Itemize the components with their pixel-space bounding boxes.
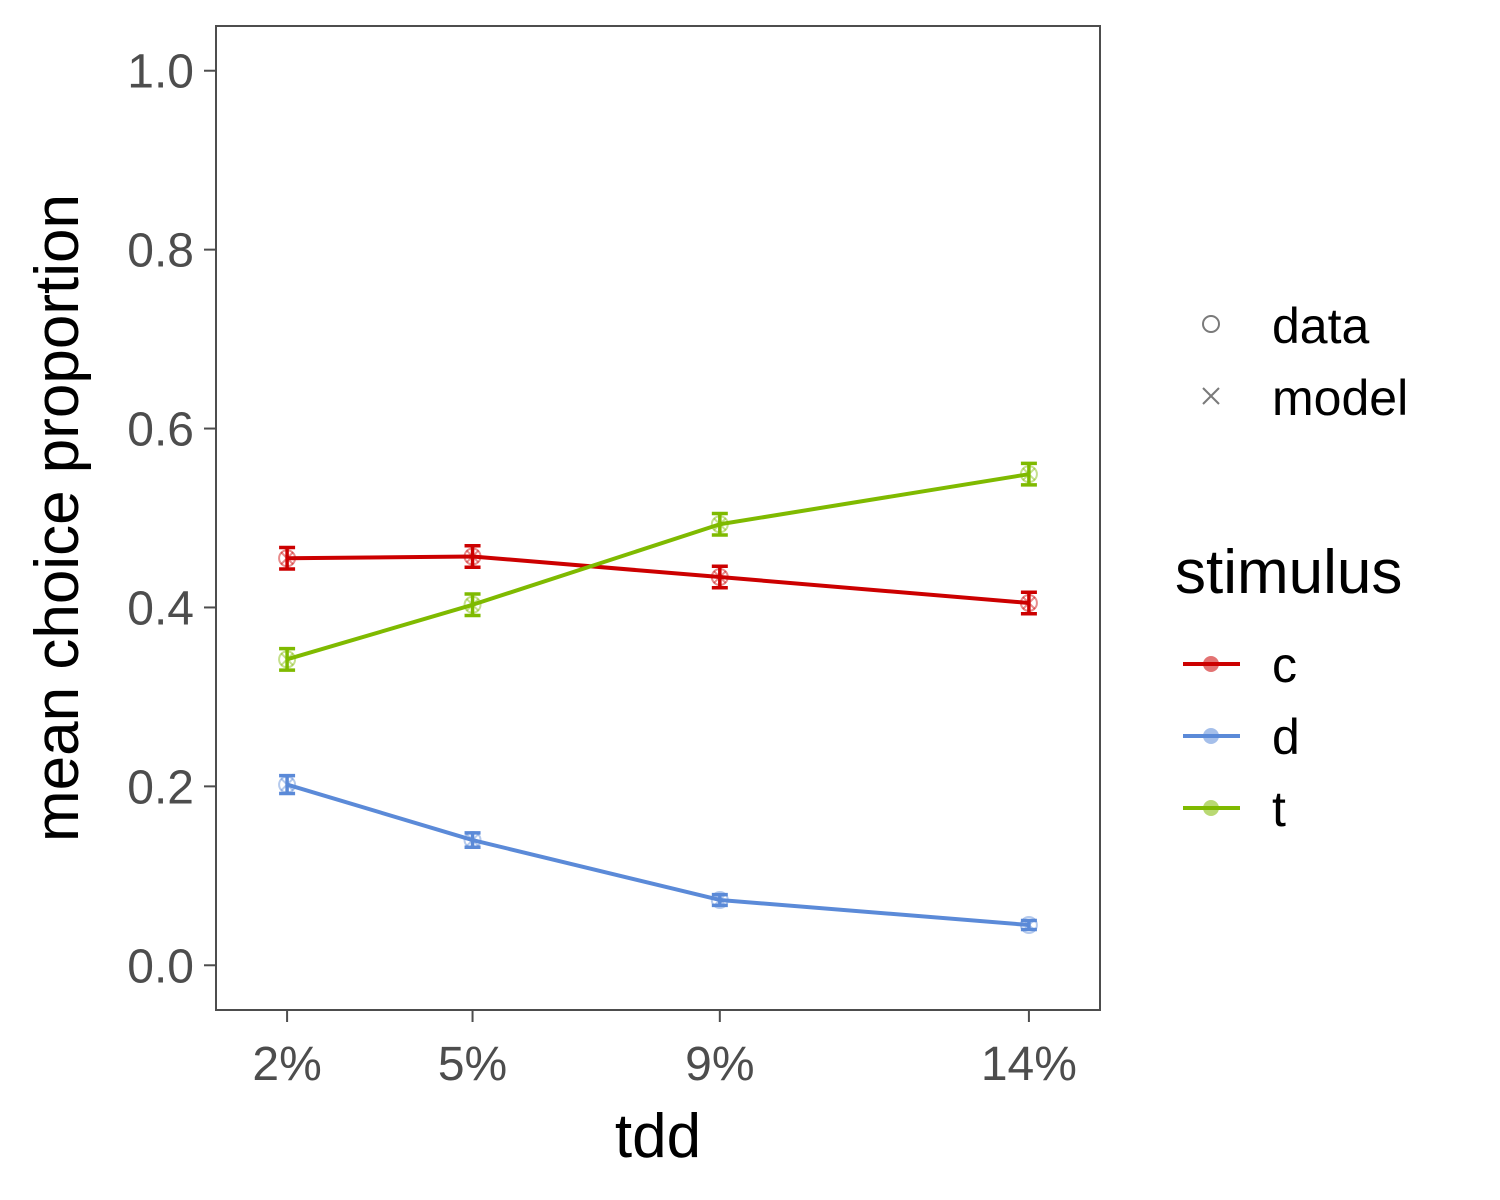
model-cross-b [465,833,480,847]
legend-label-c: c [1272,637,1297,693]
model-cross-a [280,551,294,565]
model-cross-a [1022,918,1036,932]
model-cross-a [1022,467,1036,481]
data-point-t [710,515,729,534]
model-point-c [1022,596,1036,610]
series-line-c [287,554,1030,605]
chart-marks [278,461,1038,935]
legend-item-d: d [1183,709,1300,765]
model-cross-b [280,777,294,792]
y-axis: 0.0 0.2 0.4 0.6 0.8 1.0 [127,46,216,993]
error-bar-t [711,511,728,537]
data-point-t [1019,465,1038,484]
error-bar-c [279,545,296,571]
model-cross-a [280,652,294,667]
error-bar-t [279,646,296,672]
model-point-c [713,570,727,584]
data-point-d [1019,916,1038,935]
error-bar-d [464,831,481,849]
x-axis-title: tdd [615,1102,701,1171]
model-cross-b [465,549,480,564]
model-cross-b [713,517,727,531]
model-cross-b [280,652,294,667]
model-cross-a [465,833,480,847]
circle-icon [1202,315,1220,333]
model-point-t [713,517,727,531]
legend-item-t: t [1183,781,1286,837]
y-tick-label: 1.0 [127,46,194,99]
error-bar-c [711,564,728,590]
error-bar-d [711,892,728,908]
legend-swatch-c [1203,656,1219,672]
legend-color-entries: cdt [1183,637,1300,837]
model-point-d [465,833,480,847]
x-tick-label: 14% [981,1038,1077,1091]
legend: data model stimulus cdt [1175,298,1408,837]
model-point-d [280,777,294,792]
data-point-t [278,650,297,669]
data-point-c [278,549,297,568]
legend-label-d: d [1272,709,1300,765]
y-tick-label: 0.4 [127,582,194,635]
legend-swatch-t [1203,800,1219,816]
data-point-c [1019,593,1038,612]
error-bar-d [1020,918,1037,932]
y-tick-label: 0.8 [127,225,194,278]
data-point-d [710,890,729,909]
error-bar-d [279,773,296,796]
model-point-t [1022,467,1036,481]
error-bar-t [464,592,481,618]
y-axis-title: mean choice proportion [23,194,92,842]
y-tick-label: 0.2 [127,761,194,814]
legend-swatch-d [1203,728,1219,744]
model-cross-a [1022,596,1036,610]
x-tick-label: 2% [252,1038,321,1091]
y-tick-label: 0.6 [127,404,194,457]
model-cross-b [713,893,727,907]
model-cross-a [713,570,727,584]
data-point-d [463,831,482,850]
error-bar-c [1020,590,1037,616]
data-point-c [463,547,482,566]
y-tick-label: 0.0 [127,940,194,993]
x-tick-label: 5% [438,1038,507,1091]
model-cross-a [465,598,480,612]
data-point-t [463,595,482,614]
legend-item-data: data [1202,298,1370,354]
error-bar-c [464,543,481,569]
model-cross-b [1022,596,1036,610]
series-line-t [286,472,1030,662]
data-point-d [278,775,297,794]
model-cross-b [465,598,480,612]
model-point-c [280,551,294,565]
legend-item-model: model [1202,370,1408,426]
legend-label-data: data [1272,298,1370,354]
model-cross-b [280,551,294,565]
model-cross-b [1022,467,1036,481]
model-point-t [465,598,480,612]
plot-panel [215,25,1101,1011]
model-point-c [465,549,480,564]
legend-item-c: c [1183,637,1297,693]
model-cross-b [1022,918,1036,932]
model-cross-a [465,549,480,564]
series-line-d [286,782,1030,928]
model-point-d [1022,918,1036,932]
model-point-d [713,893,727,907]
model-cross-a [280,777,294,792]
model-cross-a [713,893,727,907]
x-axis: 2% 5% 9% 14% [252,1010,1077,1091]
cross-icon [1202,387,1220,405]
legend-label-model: model [1272,370,1408,426]
model-cross-a [713,517,727,531]
model-cross-b [713,570,727,584]
error-bar-t [1020,461,1037,487]
x-tick-label: 9% [685,1038,754,1091]
model-point-t [280,652,294,667]
data-point-c [710,568,729,587]
legend-label-t: t [1272,781,1286,837]
legend-title-stimulus: stimulus [1175,538,1402,607]
